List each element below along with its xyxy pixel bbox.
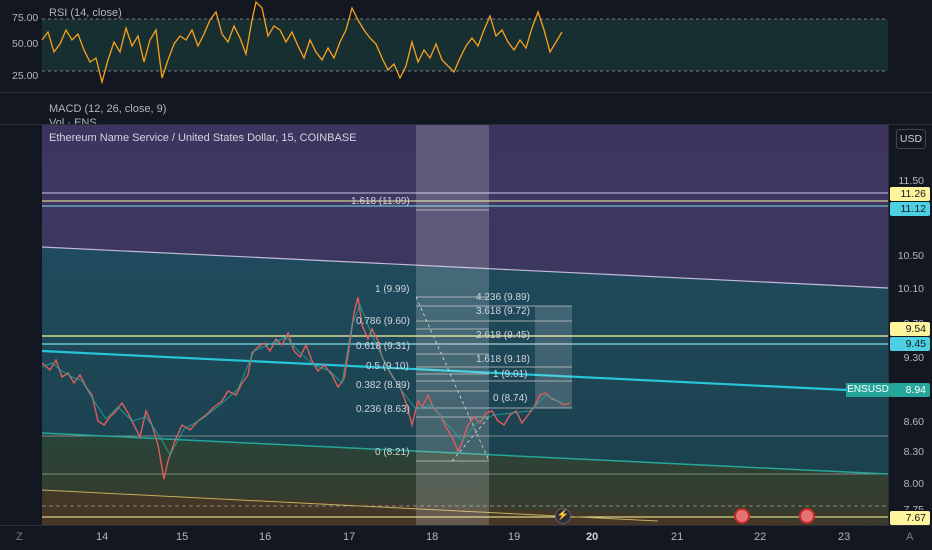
price-series-up [42, 303, 563, 457]
price-tick: 10.50 [897, 250, 924, 262]
time-tick: 23 [838, 531, 851, 543]
price-chart-svg [42, 125, 888, 525]
fib-ret-0236: 0.236 (8.63) [356, 404, 410, 415]
time-tick: 17 [343, 531, 356, 543]
fib-ret-0382: 0.382 (8.89) [356, 380, 410, 391]
price-label-11-12: 11.12 [890, 202, 930, 216]
symbol-badge: ENSUSD [846, 383, 890, 397]
bottom-zone [42, 490, 888, 525]
fib-ret-0: 0 (8.21) [375, 447, 410, 458]
fib-ret-0618: 0.618 (9.31) [356, 341, 410, 352]
time-tick: 20 [586, 531, 599, 543]
fib-ret-1618: 1.618 (11.09) [351, 196, 410, 207]
time-axis[interactable] [0, 525, 932, 550]
price-tick: 9.70 [903, 318, 924, 324]
rsi-band [42, 19, 888, 71]
time-tick: 14 [96, 531, 109, 543]
fib-ext-0: 0 (8.74) [493, 393, 528, 404]
price-tick: 10.10 [897, 283, 924, 295]
price-tick: 8.00 [903, 478, 924, 490]
fib-ret-05: 0.5 (9.10) [366, 361, 409, 372]
fib-ret-0786: 0.786 (9.60) [356, 316, 410, 327]
currency-button[interactable]: USD [896, 129, 926, 149]
fib-ext-2618: 2.618 (9.45) [476, 330, 530, 341]
event-marker-icon[interactable] [799, 508, 815, 524]
fib-retracement-lines [416, 209, 489, 462]
price-label-11-26: 11.26 [890, 187, 930, 201]
rsi-label: RSI (14, close) [49, 7, 122, 19]
price-label-7-67: 7.67 [890, 511, 930, 525]
rsi-svg [41, 0, 888, 85]
time-tick: 16 [259, 531, 272, 543]
fib-ext-zone [535, 306, 572, 408]
zoom-icon[interactable]: Z [16, 531, 23, 543]
upper-channel-line [42, 246, 888, 289]
time-tick: 22 [754, 531, 767, 543]
price-tick: 7.75 [903, 504, 924, 510]
price-label-9-45: 9.45 [890, 337, 930, 351]
rsi-tick-25: 25.00 [12, 70, 39, 82]
time-tick: 15 [176, 531, 189, 543]
rsi-line [41, 0, 563, 85]
time-tick: 21 [671, 531, 684, 543]
price-tick: 11.50 [898, 175, 925, 187]
price-tick: 9.30 [903, 352, 924, 364]
fib-ext-1618: 1.618 (9.18) [476, 354, 530, 365]
chart-title: Ethereum Name Service / United States Do… [49, 132, 357, 144]
fib-extension-lines [416, 305, 572, 409]
price-label-9-54: 9.54 [890, 322, 930, 336]
price-tick: 8.30 [903, 446, 924, 458]
fib-ext-4236: 4.236 (9.89) [476, 292, 530, 303]
lightning-icon[interactable]: ⚡ [555, 508, 571, 524]
price-tick: 8.60 [903, 416, 924, 428]
vol-label: Vol · ENS [49, 117, 97, 124]
fib-time-zone [416, 125, 489, 525]
time-tick: 18 [426, 531, 439, 543]
event-marker-icon[interactable] [734, 508, 750, 524]
macd-label: MACD (12, 26, close, 9) [49, 103, 167, 115]
mid-channel-line [42, 349, 888, 394]
price-chart[interactable] [42, 125, 888, 525]
rsi-tick-75: 75.00 [12, 12, 39, 24]
fib-ret-1: 1 (9.99) [375, 284, 410, 295]
fib-ext-1: 1 (9.01) [493, 369, 528, 380]
pane-separator[interactable] [0, 92, 932, 93]
auto-scale-icon[interactable]: A [906, 531, 914, 543]
fib-ext-3618: 3.618 (9.72) [476, 306, 530, 317]
rsi-tick-50: 50.00 [12, 38, 39, 50]
main-pane-separator[interactable] [0, 124, 932, 125]
time-tick: 19 [508, 531, 521, 543]
lower-channel-line [42, 432, 888, 475]
price-label-8-94: 8.94 [890, 383, 930, 397]
